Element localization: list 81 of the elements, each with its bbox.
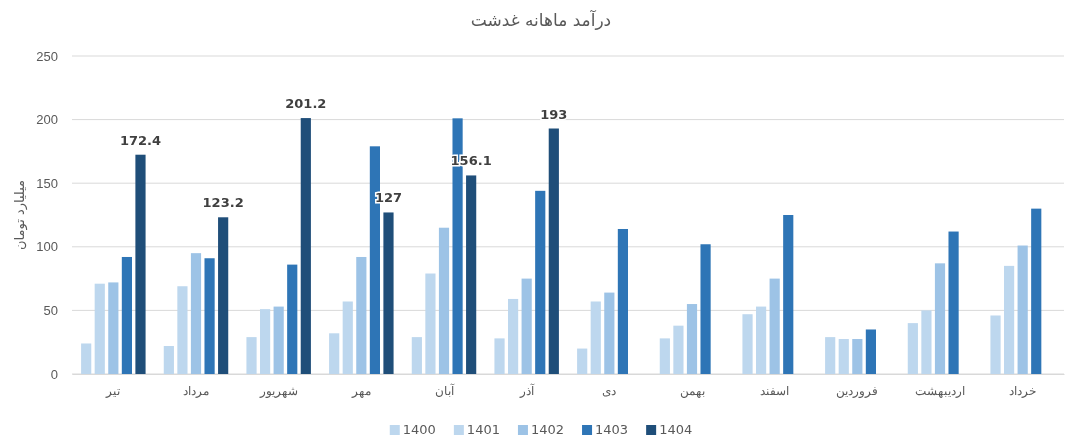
bar <box>177 286 188 374</box>
x-tick-label: مرداد <box>183 383 209 398</box>
bar <box>508 298 519 374</box>
bar <box>548 128 559 374</box>
bar <box>260 309 271 374</box>
bar <box>948 231 959 374</box>
legend-label: 1403 <box>595 422 629 437</box>
bar <box>494 338 505 374</box>
bar <box>190 253 202 374</box>
bar <box>383 212 394 374</box>
bar <box>342 301 353 374</box>
legend-label: 1402 <box>530 422 565 437</box>
x-tick-label: اسفند <box>760 383 790 398</box>
y-tick-label: 150 <box>36 175 58 191</box>
bar <box>425 273 436 374</box>
bar <box>769 278 780 374</box>
y-tick-label: 200 <box>36 112 58 128</box>
bar <box>411 337 422 374</box>
bar <box>742 314 753 374</box>
bar <box>659 338 670 374</box>
bar <box>121 256 132 374</box>
bar <box>921 310 932 374</box>
data-label: 201.2 <box>285 96 327 112</box>
bar <box>577 348 588 374</box>
bar <box>438 227 450 374</box>
x-tick-label: فروردین <box>836 383 879 398</box>
bar <box>756 306 767 374</box>
bar <box>273 306 284 374</box>
bar <box>852 339 863 374</box>
bar <box>135 154 146 374</box>
bar <box>204 258 215 374</box>
x-tick-label: تیر <box>105 383 121 398</box>
y-tick-label: 250 <box>36 48 58 64</box>
x-tick-label: مهر <box>350 383 371 398</box>
bar <box>865 329 876 374</box>
bar <box>907 323 918 374</box>
bar <box>700 244 711 374</box>
bar <box>466 175 477 374</box>
bar <box>604 292 615 374</box>
bar <box>673 325 684 374</box>
x-tick-label: آذر <box>518 382 535 398</box>
bar <box>990 315 1001 374</box>
x-tick-label: آبان <box>434 382 455 398</box>
bar <box>617 228 628 374</box>
bar <box>94 283 105 374</box>
bar <box>934 263 946 374</box>
bar <box>1031 208 1042 374</box>
bar <box>590 301 601 374</box>
bar <box>108 282 119 374</box>
bar <box>783 215 794 374</box>
bar <box>329 333 340 374</box>
data-label: 172.4 <box>119 132 162 148</box>
bar <box>300 118 311 374</box>
y-tick-label: 0 <box>50 366 58 382</box>
chart-title: درآمد ماهانه غدشت <box>470 9 612 30</box>
bar <box>838 339 849 374</box>
data-label: 123.2 <box>202 195 244 211</box>
bar <box>163 346 174 374</box>
legend-label: 1404 <box>659 422 693 437</box>
y-tick-label: 100 <box>36 239 58 255</box>
bar <box>535 190 546 374</box>
bar <box>356 256 367 374</box>
bar <box>218 217 229 374</box>
x-tick-label: دی <box>602 383 617 398</box>
bar <box>1004 265 1015 374</box>
x-tick-label: شهریور <box>258 383 298 398</box>
bar <box>825 337 836 374</box>
bar <box>246 337 257 374</box>
data-label: 193 <box>540 106 568 122</box>
legend-label: 1400 <box>402 422 436 437</box>
y-tick-label: 50 <box>43 303 58 319</box>
bar <box>1017 245 1028 374</box>
legend-label: 1401 <box>466 422 500 437</box>
y-axis-title: میلیارد تومان <box>12 179 28 251</box>
bar <box>287 264 298 374</box>
bar <box>521 278 532 374</box>
x-tick-label: اردیبهشت <box>915 383 965 398</box>
bar <box>81 343 92 374</box>
bar <box>686 304 698 374</box>
x-tick-label: بهمن <box>679 383 705 398</box>
x-tick-label: خرداد <box>1009 383 1037 398</box>
